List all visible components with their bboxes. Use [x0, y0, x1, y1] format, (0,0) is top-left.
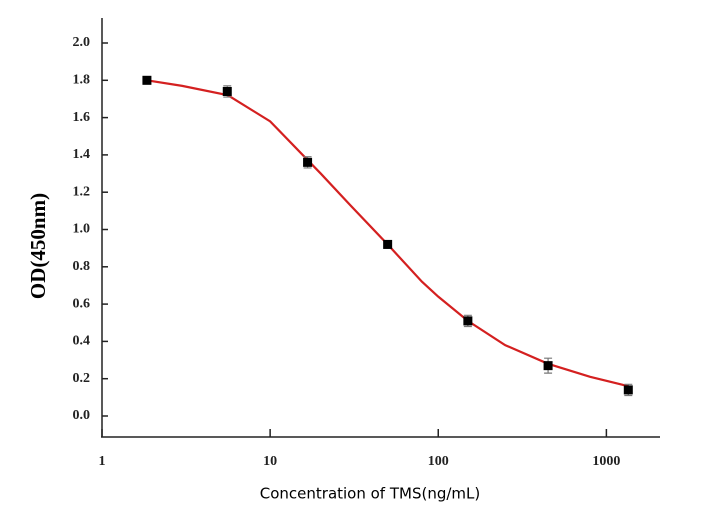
x-tick-label: 100 [428, 454, 449, 469]
data-point [222, 86, 232, 96]
y-axis-label: OD(450nm) [26, 193, 50, 299]
x-tick-label: 10 [263, 454, 277, 469]
data-point [623, 385, 633, 395]
x-tick-label: 1000 [592, 454, 620, 469]
data-point [543, 361, 553, 371]
y-tick-label: 1.2 [73, 184, 91, 199]
data-point [142, 75, 152, 85]
y-tick-label: 2.0 [73, 35, 91, 50]
y-tick-label: 0.6 [73, 296, 91, 311]
y-tick-label: 0.2 [73, 371, 91, 386]
x-tick-label: 1 [99, 454, 106, 469]
y-tick-label: 1.8 [73, 73, 91, 88]
data-point [303, 157, 313, 167]
y-tick-label: 0.0 [73, 408, 91, 423]
y-tick-label: 0.8 [73, 259, 91, 274]
y-tick-label: 1.0 [73, 222, 91, 237]
y-tick-label: 0.4 [73, 334, 91, 349]
data-point [383, 239, 393, 249]
y-tick-label: 1.6 [73, 110, 91, 125]
y-tick-label: 1.4 [73, 147, 91, 162]
x-axis-label: Concentration of TMS(ng/mL) [260, 485, 481, 503]
data-point [463, 316, 473, 326]
fit-curve [146, 79, 629, 388]
